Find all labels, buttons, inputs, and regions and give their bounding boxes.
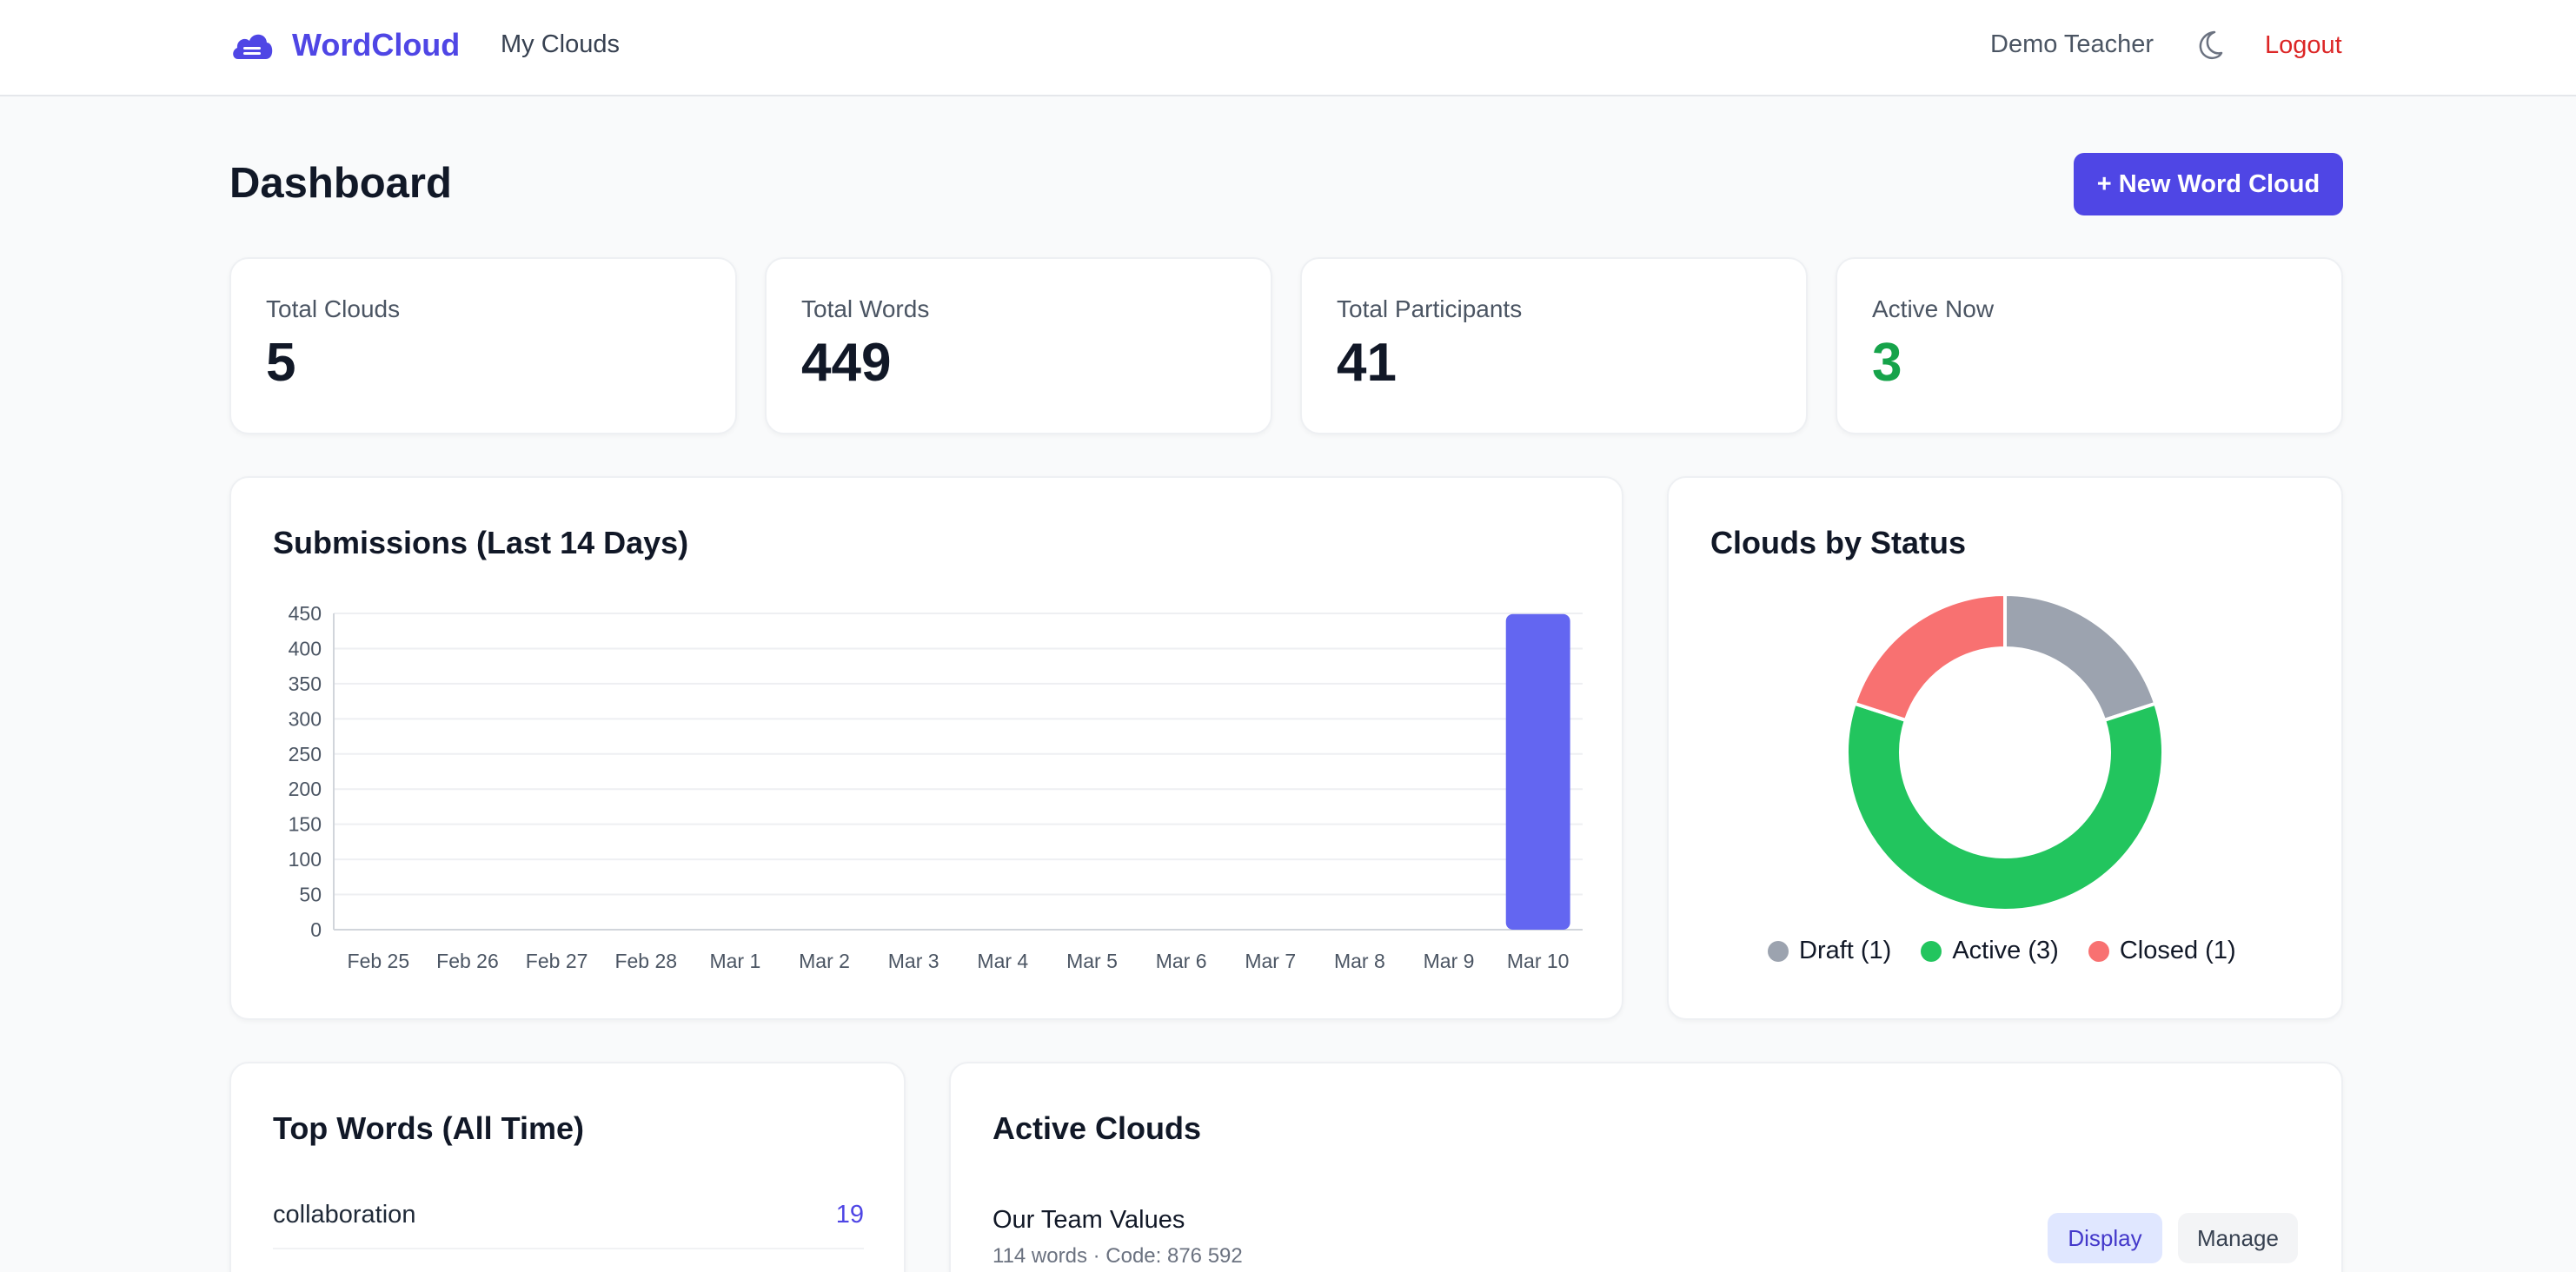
slice-draft [2003, 592, 2158, 723]
y-tick-label: 200 [289, 778, 322, 800]
submissions-chart-card: Submissions (Last 14 Days) 0 50 100 150 200 2… [229, 476, 1623, 1020]
y-tick-label: 150 [289, 813, 322, 836]
x-tick-label: Feb 25 [348, 950, 410, 972]
y-tick-label: 100 [289, 848, 322, 871]
top-words-title: Top Words (All Time) [273, 1110, 584, 1146]
x-tick-label: Mar 1 [709, 950, 760, 972]
status-donut-chart [1845, 592, 2165, 913]
y-tick-label: 400 [289, 637, 322, 659]
active-clouds-card: Active Clouds Our Team Values 114 words … [949, 1062, 2343, 1272]
y-tick-label: 450 [289, 602, 322, 625]
legend-item-draft[interactable]: Draft (1) [1768, 937, 1891, 965]
slice-active [1845, 701, 2165, 913]
x-tick-label: Mar 5 [1066, 950, 1118, 972]
y-tick-label: 0 [310, 918, 322, 941]
x-tick-label: Feb 27 [526, 950, 588, 972]
x-tick-label: Mar 9 [1424, 950, 1475, 972]
x-tick-label: Mar 6 [1156, 950, 1207, 972]
stat-value: 41 [1337, 333, 1397, 393]
x-tick-label: Mar 2 [799, 950, 850, 972]
stat-label: Total Participants [1337, 295, 1523, 322]
top-words-card: Top Words (All Time) collaboration 19 [229, 1062, 906, 1272]
status-legend: Draft (1) Active (3) Closed (1) [1768, 937, 2236, 965]
legend-label: Draft (1) [1799, 937, 1892, 964]
cloud-icon [233, 34, 273, 59]
brand-name: WordCloud [292, 27, 461, 63]
legend-label: Active (3) [1952, 937, 2059, 964]
x-tick-label: Mar 4 [977, 950, 1028, 972]
active-clouds-title: Active Clouds [993, 1110, 1202, 1146]
y-tick-label: 350 [289, 672, 322, 695]
word-count: 19 [835, 1201, 864, 1229]
top-navbar: WordCloud My Clouds Demo Teacher Logout [0, 0, 2576, 96]
status-chart-title: Clouds by Status [1710, 525, 1967, 560]
word-text: collaboration [273, 1201, 416, 1229]
top-word-row: collaboration 19 [273, 1183, 864, 1249]
stat-card-total-words: Total Words 449 [765, 257, 1272, 434]
status-chart-card: Clouds by Status [1667, 476, 2343, 1020]
user-name: Demo Teacher [1990, 30, 2154, 58]
legend-dot-closed [2088, 940, 2109, 962]
y-tick-label: 300 [289, 707, 322, 730]
cloud-meta: 114 words · Code: 876 592 [993, 1244, 1243, 1268]
slice-closed [1852, 592, 2007, 723]
submissions-chart-title: Submissions (Last 14 Days) [273, 525, 689, 560]
new-word-cloud-button[interactable]: + New Word Cloud [2074, 153, 2343, 215]
x-tick-label: Mar 10 [1507, 950, 1570, 972]
x-tick-label: Mar 3 [888, 950, 939, 972]
stat-value: 3 [1872, 333, 1902, 393]
stat-value: 449 [801, 333, 892, 393]
page-title: Dashboard [229, 160, 452, 207]
cloud-name: Our Team Values [993, 1206, 1185, 1234]
legend-item-active[interactable]: Active (3) [1921, 937, 2059, 965]
logout-link[interactable]: Logout [2265, 31, 2342, 59]
submissions-bar-chart: 0 50 100 150 200 250 300 350 400 450 Feb 25 Feb 26 F… [289, 602, 1583, 972]
x-tick-label: Mar 7 [1245, 950, 1296, 972]
x-tick-label: Feb 28 [614, 950, 677, 972]
x-tick-label: Feb 26 [436, 950, 499, 972]
nav-my-clouds[interactable]: My Clouds [501, 30, 620, 58]
stat-card-active-now: Active Now 3 [1836, 257, 2343, 434]
stat-label: Total Words [801, 295, 930, 322]
bar [1505, 613, 1570, 930]
legend-dot-active [1921, 940, 1942, 962]
display-button[interactable]: Display [2048, 1213, 2162, 1263]
moon-icon[interactable] [2192, 28, 2227, 63]
legend-dot-draft [1768, 940, 1789, 962]
brand-logo[interactable]: WordCloud [231, 27, 460, 63]
stat-label: Total Clouds [266, 295, 401, 322]
y-tick-label: 50 [299, 884, 322, 906]
legend-item-closed[interactable]: Closed (1) [2088, 937, 2236, 965]
x-tick-label: Mar 8 [1334, 950, 1385, 972]
y-tick-label: 250 [289, 743, 322, 765]
stat-card-total-clouds: Total Clouds 5 [229, 257, 737, 434]
manage-button[interactable]: Manage [2178, 1213, 2298, 1263]
legend-label: Closed (1) [2119, 937, 2236, 964]
stat-card-total-participants: Total Participants 41 [1300, 257, 1808, 434]
stat-value: 5 [266, 333, 296, 393]
stat-label: Active Now [1872, 295, 1995, 322]
